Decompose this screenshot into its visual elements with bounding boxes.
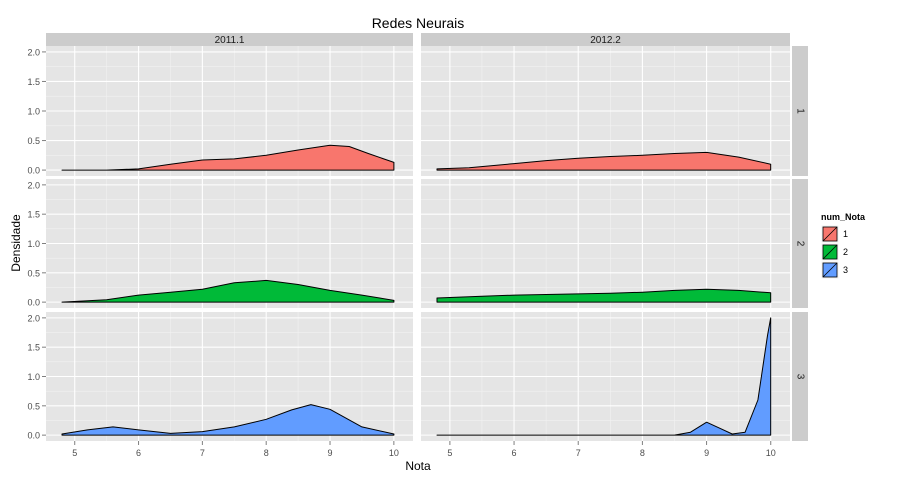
legend-key-slash — [822, 226, 838, 242]
legend-key-slash — [822, 244, 838, 260]
facet-strip-col-label: 2012.2 — [590, 35, 621, 46]
facet-strip-row-label: 3 — [794, 374, 805, 380]
y-tick-label: 2.0 — [27, 47, 40, 57]
legend-label: 1 — [843, 229, 848, 239]
chart-title: Redes Neurais — [372, 15, 465, 31]
y-axis-label: Densidade — [9, 214, 23, 272]
y-tick-label: 0.0 — [27, 166, 40, 176]
y-tick-label: 1.0 — [27, 372, 40, 382]
x-tick-label: 6 — [136, 448, 141, 458]
density-area-1 — [61, 144, 395, 171]
x-tick-label: 8 — [640, 448, 645, 458]
x-tick-label: 8 — [264, 448, 269, 458]
legend-label: 2 — [843, 247, 848, 257]
facet-strip-row-label: 1 — [794, 108, 805, 114]
x-tick-label: 10 — [766, 448, 776, 458]
y-tick-label: 1.0 — [27, 239, 40, 249]
y-tick-label: 0.0 — [27, 298, 40, 308]
facet-strip-row — [792, 46, 808, 176]
y-tick-label: 1.5 — [27, 77, 40, 87]
x-tick-label: 9 — [328, 448, 333, 458]
x-tick-label: 5 — [447, 448, 452, 458]
x-tick-label: 7 — [200, 448, 205, 458]
y-tick-label: 0.5 — [27, 401, 40, 411]
y-tick-label: 2.0 — [27, 313, 40, 323]
facet-strip-col — [46, 33, 413, 46]
facet-strip-col-label: 2011.1 — [215, 35, 245, 46]
y-tick-label: 0.5 — [27, 268, 40, 278]
density-area-1 — [436, 151, 772, 171]
facet-strip-col — [421, 33, 790, 46]
y-tick-label: 1.0 — [27, 107, 40, 117]
y-tick-label: 1.5 — [27, 343, 40, 353]
y-tick-label: 0.0 — [27, 431, 40, 441]
density-area-2 — [61, 279, 395, 303]
y-tick-label: 0.5 — [27, 136, 40, 146]
x-tick-label: 10 — [389, 448, 399, 458]
x-tick-label: 6 — [512, 448, 517, 458]
x-tick-label: 9 — [704, 448, 709, 458]
x-tick-label: 5 — [72, 448, 77, 458]
legend-key-slash — [822, 262, 838, 278]
facet-strip-row — [792, 179, 808, 308]
legend-title: num_Nota — [821, 212, 866, 222]
facet-strip-row-label: 2 — [794, 241, 805, 247]
x-tick-label: 7 — [576, 448, 581, 458]
facet-strip-row — [792, 312, 808, 441]
density-area-3 — [436, 317, 772, 436]
x-axis-label: Nota — [405, 459, 431, 473]
panels-layer: 2011.1 2012.2 1 2 3 0.0 0.5 1.0 1.5 2.0 0.0 0.5 1.0 1… — [27, 33, 808, 458]
y-tick-label: 2.0 — [27, 180, 40, 190]
y-tick-label: 1.5 — [27, 210, 40, 220]
legend-label: 3 — [843, 265, 848, 275]
density-area-2 — [436, 288, 772, 303]
density-area-3 — [61, 404, 395, 436]
legend: num_Nota 1 2 3 — [820, 212, 866, 280]
